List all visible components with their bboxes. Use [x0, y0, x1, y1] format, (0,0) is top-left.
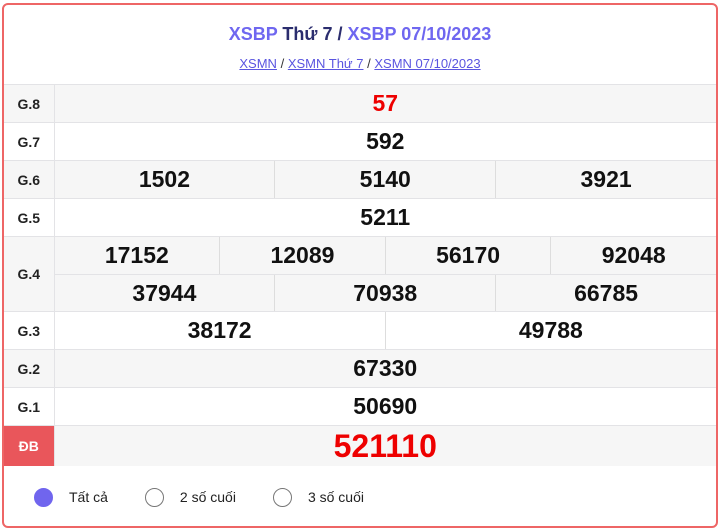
prize-numbers: 5211: [54, 198, 716, 237]
lottery-result-card: XSBP Thứ 7 / XSBP 07/10/2023 XSMN / XSMN…: [2, 3, 718, 528]
filter-option-last-3[interactable]: 3 số cuối: [272, 487, 364, 507]
prize-number: 66785: [495, 275, 716, 311]
filter-label: Tất cả: [69, 489, 108, 505]
digit-filter: Tất cả 2 số cuối 3 số cuối: [4, 466, 716, 526]
prize-number: 5140: [274, 161, 495, 198]
prize-number: 37944: [132, 279, 197, 306]
page-title: XSBP Thứ 7 / XSBP 07/10/2023: [4, 24, 716, 45]
prize-row: G.6 1502 5140 3921: [4, 160, 716, 199]
prize-number: 38172: [187, 317, 252, 343]
breadcrumb-xsmn-weekday[interactable]: XSMN Thứ 7: [287, 56, 364, 71]
prize-numbers: 1502 5140 3921: [54, 160, 716, 199]
radio-selected-icon[interactable]: [34, 487, 53, 507]
title-link-xsbp[interactable]: XSBP: [228, 24, 278, 44]
prize-label: G.7: [4, 122, 55, 161]
breadcrumb-separator: /: [367, 56, 371, 71]
filter-label: 2 số cuối: [179, 489, 236, 505]
prize-row: G.8 57: [4, 84, 716, 123]
prize-number: 3921: [495, 161, 716, 198]
prize-number: 17152: [104, 242, 169, 268]
prize-label: G.2: [4, 349, 55, 388]
prize-number: 70938: [274, 275, 495, 311]
prize-number: 521110: [333, 427, 437, 464]
prize-number: 50690: [353, 393, 418, 419]
prize-row: G.7 592: [4, 122, 716, 161]
prize-row: G.1 50690: [4, 387, 716, 426]
results-table: G.8 57 G.7 592 G.6 1502 5140 3921 G.5 5211 G.4 1715…: [4, 84, 716, 466]
radio-icon[interactable]: [144, 487, 164, 507]
prize-label: G.3: [4, 311, 55, 350]
prize-numbers: 592: [54, 122, 716, 161]
prize-row: G.5 5211: [4, 198, 716, 237]
prize-label: G.5: [4, 198, 55, 237]
prize-label: G.6: [4, 160, 55, 199]
prize-number: 56170: [384, 237, 551, 274]
prize-number: 5211: [360, 204, 411, 230]
filter-label: 3 số cuối: [307, 489, 364, 505]
prize-label: ĐB: [4, 425, 55, 466]
prize-numbers: 67330: [54, 349, 716, 388]
title-separator: /: [337, 24, 343, 44]
prize-row: G.4 17152 12089 56170 92048 37944 70938 66785: [4, 236, 716, 312]
prize-row: G.2 67330: [4, 349, 716, 388]
prize-number: 92048: [550, 237, 716, 274]
prize-numbers: 50690: [54, 387, 716, 426]
prize-numbers: 57: [54, 84, 716, 123]
prize-label: G.1: [4, 387, 55, 426]
prize-numbers: 17152 12089 56170 92048 37944 70938 66785: [54, 236, 716, 312]
prize-number: 592: [366, 128, 405, 154]
header: XSBP Thứ 7 / XSBP 07/10/2023 XSMN / XSMN…: [4, 5, 716, 84]
prize-number: 49788: [384, 312, 716, 349]
prize-label: G.4: [4, 236, 55, 312]
prize-number: 57: [372, 90, 399, 116]
radio-icon[interactable]: [272, 487, 292, 507]
prize-row: G.3 38172 49788: [4, 311, 716, 350]
breadcrumb-xsmn-date[interactable]: XSMN 07/10/2023: [374, 56, 481, 71]
title-weekday: Thứ 7: [282, 24, 333, 44]
breadcrumb-separator: /: [280, 56, 285, 71]
breadcrumb-xsmn[interactable]: XSMN: [239, 56, 277, 71]
prize-number: 12089: [219, 237, 385, 274]
breadcrumb: XSMN / XSMN Thứ 7 / XSMN 07/10/2023: [4, 56, 716, 71]
prize-number: 1502: [138, 166, 190, 192]
prize-numbers: 521110: [54, 425, 716, 466]
filter-option-all[interactable]: Tất cả: [34, 487, 108, 507]
prize-label: G.8: [4, 84, 55, 123]
title-link-date[interactable]: XSBP 07/10/2023: [347, 24, 492, 44]
filter-option-last-2[interactable]: 2 số cuối: [144, 487, 236, 507]
prize-row: ĐB 521110: [4, 425, 716, 466]
prize-number: 67330: [353, 355, 418, 381]
prize-numbers: 38172 49788: [54, 311, 716, 350]
